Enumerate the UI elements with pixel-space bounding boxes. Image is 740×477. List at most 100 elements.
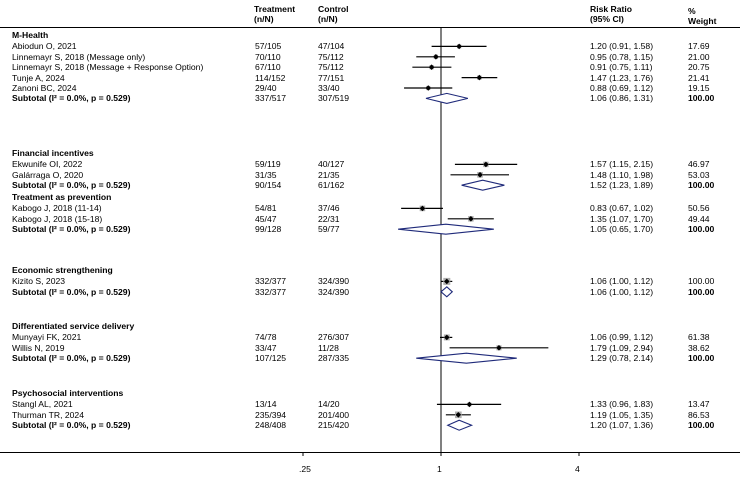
study-treatment: 45/47: [255, 213, 277, 224]
study-weight: 61.38: [688, 332, 710, 343]
study-label: Kizito S, 2023: [12, 276, 66, 287]
x-tick-label: 1: [437, 464, 442, 474]
study-control: 22/31: [318, 213, 340, 224]
header-control: Control: [318, 4, 349, 14]
header-risk-ratio-sub: (95% CI): [590, 14, 624, 24]
subtotal-treatment: 332/377: [255, 286, 287, 297]
subtotal-risk-ratio: 1.20 (1.07, 1.36): [590, 420, 654, 431]
subtotal-diamond: [446, 419, 474, 431]
subtotal-label: Subtotal (I² = 0.0%, p = 0.529): [12, 286, 131, 297]
subtotal-weight: 100.00: [688, 286, 715, 297]
study-control: 21/35: [318, 169, 340, 180]
subtotal-risk-ratio: 1.05 (0.65, 1.70): [590, 224, 654, 235]
subtotal-diamond: [398, 223, 494, 235]
study-control: 75/112: [318, 62, 344, 73]
study-label: Kabogo J, 2018 (15-18): [12, 213, 103, 224]
study-point: [433, 54, 439, 60]
study-weight: 38.62: [688, 342, 710, 353]
subtotal-control: 287/335: [318, 353, 350, 364]
study-risk-ratio: 1.33 (0.96, 1.83): [590, 399, 654, 410]
study-point: [483, 161, 489, 168]
subtotal-risk-ratio: 1.06 (1.00, 1.12): [590, 286, 654, 297]
study-control: 11/28: [318, 342, 339, 353]
study-risk-ratio: 1.06 (1.00, 1.12): [590, 276, 654, 287]
header-treatment-sub: (n/N): [254, 14, 274, 24]
subtotal-treatment: 337/517: [255, 93, 287, 104]
study-label: Tunje A, 2024: [12, 72, 65, 83]
subtotal-risk-ratio: 1.06 (0.86, 1.31): [590, 93, 654, 104]
study-risk-ratio: 1.79 (1.09, 2.94): [590, 342, 654, 353]
study-treatment: 332/377: [255, 276, 287, 287]
study-risk-ratio: 1.48 (1.10, 1.98): [590, 169, 654, 180]
subtotal-treatment: 99/128: [255, 224, 282, 235]
subtotal-weight: 100.00: [688, 420, 715, 431]
study-control: 47/104: [318, 41, 345, 52]
subtotal-label: Subtotal (I² = 0.0%, p = 0.529): [12, 353, 131, 364]
study-weight: 49.44: [688, 213, 710, 224]
study-point: [468, 216, 474, 222]
study-treatment: 31/35: [255, 169, 277, 180]
study-weight: 13.47: [688, 399, 710, 410]
study-treatment: 235/394: [255, 409, 287, 420]
subtotal-risk-ratio: 1.29 (0.78, 2.14): [590, 353, 654, 364]
study-point: [477, 172, 483, 178]
subtotal-control: 61/162: [318, 180, 345, 191]
subtotal-weight: 100.00: [688, 180, 715, 191]
x-tick-label: .25: [299, 464, 311, 474]
study-control: 14/20: [318, 399, 340, 410]
subtotal-treatment: 90/154: [255, 180, 282, 191]
study-risk-ratio: 1.19 (1.05, 1.35): [590, 409, 654, 420]
study-risk-ratio: 1.20 (0.91, 1.58): [590, 41, 654, 52]
subtotal-control: 324/390: [318, 286, 350, 297]
group-heading: Differentiated service delivery: [12, 321, 135, 331]
subtotal-weight: 100.00: [688, 93, 715, 104]
header-risk-ratio: Risk Ratio: [590, 4, 633, 14]
subtotal-treatment: 107/125: [255, 353, 287, 364]
study-treatment: 70/110: [255, 51, 281, 62]
subtotal-control: 59/77: [318, 224, 340, 235]
study-treatment: 13/14: [255, 399, 277, 410]
study-treatment: 54/81: [255, 203, 277, 214]
study-risk-ratio: 1.57 (1.15, 2.15): [590, 159, 654, 170]
study-label: Zanoni BC, 2024: [12, 83, 77, 93]
subtotal-label: Subtotal (I² = 0.0%, p = 0.529): [12, 93, 131, 104]
subtotal-diamond: [425, 92, 469, 104]
group-heading: Treatment as prevention: [12, 192, 112, 202]
study-label: Willis N, 2019: [12, 342, 65, 353]
study-point: [496, 345, 502, 351]
study-label: Stangl AL, 2021: [12, 399, 73, 410]
study-control: 201/400: [318, 409, 350, 420]
study-control: 77/151: [318, 72, 345, 83]
study-control: 40/127: [318, 159, 345, 170]
subtotal-label: Subtotal (I² = 0.0%, p = 0.529): [12, 180, 131, 191]
subtotal-control: 215/420: [318, 420, 350, 431]
study-weight: 21.00: [688, 51, 710, 62]
group-heading: M-Health: [12, 30, 49, 40]
study-weight: 17.69: [688, 41, 710, 52]
study-control: 276/307: [318, 332, 350, 343]
study-treatment: 59/119: [255, 159, 281, 170]
header-weight: %: [688, 6, 696, 16]
study-control: 324/390: [318, 276, 350, 287]
study-weight: 100.00: [688, 276, 715, 287]
study-point: [425, 85, 432, 91]
study-point: [444, 278, 450, 285]
study-treatment: 74/78: [255, 332, 277, 343]
study-risk-ratio: 0.91 (0.75, 1.11): [590, 62, 653, 73]
study-control: 33/40: [318, 83, 340, 93]
study-control: 75/112: [318, 51, 344, 62]
study-label: Abiodun O, 2021: [12, 41, 77, 52]
subtotal-diamond: [416, 352, 517, 364]
study-point: [476, 74, 483, 81]
subtotal-label: Subtotal (I² = 0.0%, p = 0.529): [12, 224, 131, 235]
study-control: 37/46: [318, 203, 340, 214]
header-weight-sub: Weight: [688, 16, 717, 26]
study-risk-ratio: 0.88 (0.69, 1.12): [590, 83, 654, 93]
study-risk-ratio: 0.95 (0.78, 1.15): [590, 51, 654, 62]
study-label: Linnemayr S, 2018 (Message + Response Op…: [12, 62, 204, 73]
study-treatment: 29/40: [255, 83, 277, 93]
subtotal-diamond: [440, 286, 454, 298]
study-point: [444, 334, 450, 341]
x-tick-label: 4: [575, 464, 580, 474]
